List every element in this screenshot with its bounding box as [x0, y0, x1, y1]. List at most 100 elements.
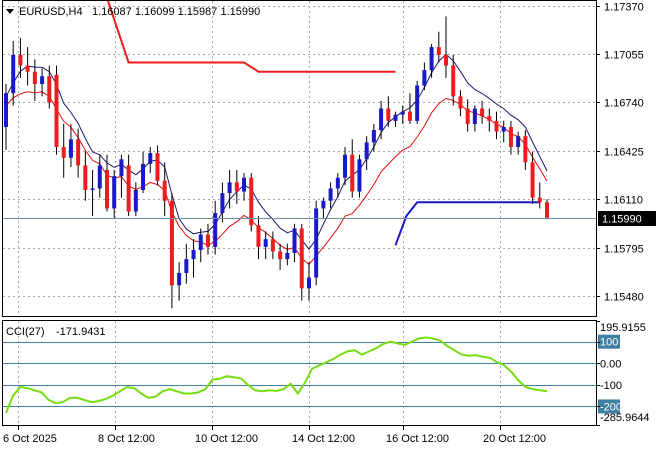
- dropdown-triangle-icon[interactable]: [6, 9, 14, 14]
- bull-candle[interactable]: [220, 182, 225, 223]
- price-axis[interactable]: 1.17370 1.17055 1.16740 1.16425 1.16110 1.157…: [596, 2, 644, 304]
- bear-candle[interactable]: [162, 162, 167, 217]
- bear-candle[interactable]: [47, 65, 52, 109]
- bull-candle[interactable]: [184, 243, 189, 284]
- bear-candle[interactable]: [205, 223, 210, 255]
- bull-candle[interactable]: [198, 228, 203, 263]
- bull-candle[interactable]: [472, 105, 477, 132]
- bear-candle[interactable]: [234, 170, 239, 204]
- bear-candle[interactable]: [407, 93, 412, 124]
- bear-candle[interactable]: [299, 223, 304, 301]
- candle-body: [76, 139, 81, 166]
- bull-candle[interactable]: [112, 170, 117, 220]
- bear-candle[interactable]: [451, 54, 456, 106]
- bull-candle[interactable]: [242, 173, 247, 201]
- candle-body: [177, 272, 182, 286]
- candle-body: [220, 193, 225, 214]
- bull-candle[interactable]: [357, 154, 362, 198]
- bear-candle[interactable]: [494, 111, 499, 140]
- bear-candle[interactable]: [270, 231, 275, 260]
- bull-candle[interactable]: [68, 123, 73, 167]
- bull-candle[interactable]: [97, 154, 102, 198]
- bull-candle[interactable]: [501, 120, 506, 143]
- candle-body: [126, 165, 131, 212]
- bull-candle[interactable]: [148, 146, 153, 174]
- bull-candle[interactable]: [4, 83, 8, 151]
- bear-candle[interactable]: [76, 128, 81, 178]
- bull-candle[interactable]: [177, 262, 182, 301]
- bear-candle[interactable]: [508, 120, 513, 155]
- bull-candle[interactable]: [292, 223, 297, 263]
- bull-candle[interactable]: [11, 40, 16, 106]
- bear-candle[interactable]: [61, 123, 66, 178]
- bull-candle[interactable]: [191, 239, 196, 278]
- candle-body: [508, 127, 513, 147]
- bull-candle[interactable]: [133, 182, 138, 217]
- candle-body: [393, 114, 398, 121]
- bear-candle[interactable]: [523, 130, 528, 171]
- bull-candle[interactable]: [393, 111, 398, 127]
- candle-body: [61, 146, 66, 158]
- cci-level-badge: [598, 399, 620, 414]
- candle-body: [112, 176, 117, 209]
- bear-candle[interactable]: [104, 154, 109, 212]
- bear-candle[interactable]: [537, 182, 542, 209]
- bear-candle[interactable]: [480, 100, 485, 124]
- bear-candle[interactable]: [458, 90, 463, 117]
- candlesticks[interactable]: [4, 16, 549, 309]
- bull-candle[interactable]: [400, 105, 405, 124]
- bull-candle[interactable]: [314, 200, 319, 286]
- bull-candle[interactable]: [321, 197, 326, 220]
- bear-candle[interactable]: [83, 151, 88, 201]
- bear-candle[interactable]: [54, 65, 59, 155]
- bull-candle[interactable]: [415, 80, 420, 124]
- bear-candle[interactable]: [32, 59, 37, 101]
- candle-body: [198, 234, 203, 250]
- bull-candle[interactable]: [335, 173, 340, 198]
- bear-candle[interactable]: [126, 154, 131, 217]
- bear-candle[interactable]: [256, 216, 261, 260]
- bear-candle[interactable]: [436, 31, 441, 63]
- bull-candle[interactable]: [516, 131, 521, 155]
- bear-candle[interactable]: [169, 193, 174, 309]
- bull-candle[interactable]: [328, 182, 333, 209]
- bull-candle[interactable]: [227, 170, 232, 209]
- bull-candle[interactable]: [343, 146, 348, 186]
- bear-candle[interactable]: [18, 37, 23, 78]
- bull-candle[interactable]: [141, 151, 146, 194]
- bear-candle[interactable]: [545, 199, 549, 220]
- bull-candle[interactable]: [422, 62, 427, 91]
- bull-candle[interactable]: [371, 123, 376, 152]
- candle-body: [242, 177, 247, 192]
- bear-candle[interactable]: [386, 96, 391, 127]
- bear-candle[interactable]: [444, 16, 449, 78]
- bull-candle[interactable]: [429, 44, 434, 78]
- bear-candle[interactable]: [465, 99, 470, 132]
- bull-candle[interactable]: [285, 243, 290, 266]
- candle-body: [480, 108, 485, 117]
- cci-axis[interactable]: 195.9155 100 0.00 -100 -200-285.9644: [596, 321, 650, 426]
- bull-candle[interactable]: [379, 100, 384, 140]
- bear-candle[interactable]: [487, 108, 492, 132]
- bull-candle[interactable]: [364, 136, 369, 171]
- bull-candle[interactable]: [306, 262, 311, 301]
- candle-body: [162, 180, 167, 201]
- time-axis[interactable]: 6 Oct 2025 8 Oct 12:00 10 Oct 12:00 14 Oct …: [3, 426, 546, 445]
- bull-candle[interactable]: [213, 200, 218, 255]
- bear-candle[interactable]: [25, 47, 30, 86]
- cci-value: -171.9431: [56, 326, 106, 338]
- bear-candle[interactable]: [278, 243, 283, 270]
- candle-body: [458, 96, 463, 109]
- bull-candle[interactable]: [90, 170, 95, 217]
- bear-candle[interactable]: [155, 145, 160, 186]
- bull-candle[interactable]: [263, 231, 268, 260]
- candle-body: [306, 277, 311, 289]
- bear-candle[interactable]: [530, 151, 535, 204]
- stop-lines: [106, 0, 540, 246]
- candle-body: [321, 200, 326, 209]
- bull-candle[interactable]: [40, 68, 45, 97]
- bull-candle[interactable]: [119, 154, 124, 198]
- bear-candle[interactable]: [249, 173, 254, 232]
- bear-candle[interactable]: [350, 139, 355, 198]
